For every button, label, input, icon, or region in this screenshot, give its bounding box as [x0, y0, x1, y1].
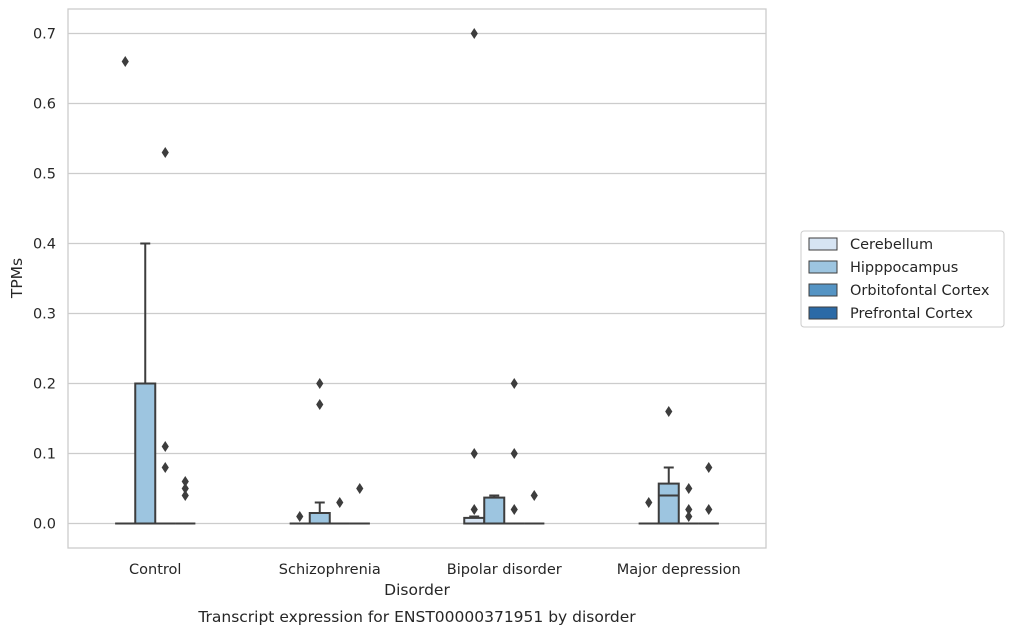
outlier-point — [510, 504, 518, 515]
outlier-point — [685, 511, 693, 522]
outlier-point — [645, 497, 653, 508]
outlier-point — [665, 406, 673, 417]
box-group — [657, 466, 680, 525]
x-tick-label: Major depression — [617, 562, 741, 578]
outlier-point — [510, 448, 518, 459]
legend-swatch — [808, 283, 838, 297]
x-tick-label: Schizophrenia — [279, 562, 381, 578]
outlier-point — [470, 504, 478, 515]
legend-label: Prefrontal Cortex — [850, 306, 973, 322]
outlier-point — [470, 28, 478, 39]
x-axis-label: Disorder — [384, 581, 450, 599]
legend-swatch — [808, 306, 838, 320]
box-body — [483, 496, 506, 525]
box-body — [134, 382, 157, 525]
outlier-point — [705, 462, 713, 473]
y-tick-label: 0.3 — [33, 307, 56, 323]
outlier-point — [181, 483, 189, 494]
outlier-point — [316, 378, 324, 389]
y-tick-label: 0.7 — [33, 27, 56, 43]
box-group — [463, 515, 486, 525]
legend-label: Hipppocampus — [850, 260, 958, 276]
x-tick-labels: Control Schizophrenia Bipolar disorder Majo… — [129, 562, 741, 578]
y-tick-label: 0.2 — [33, 377, 56, 393]
x-tick-label: Bipolar disorder — [447, 562, 562, 578]
outlier-point — [705, 504, 713, 515]
box-body — [308, 512, 331, 525]
legend-swatch — [808, 237, 838, 251]
y-tick-labels: 0.0 0.1 0.2 0.3 0.4 0.5 0.6 0.7 — [33, 27, 56, 533]
outlier-point — [336, 497, 344, 508]
box-body — [657, 482, 680, 525]
x-tick-label: Control — [129, 562, 181, 578]
y-tick-label: 0.0 — [33, 517, 56, 533]
outlier-point — [356, 483, 364, 494]
outlier-point — [161, 462, 169, 473]
outlier-point — [510, 378, 518, 389]
legend-swatch — [808, 260, 838, 274]
outlier-point — [470, 448, 478, 459]
box-group — [134, 242, 157, 525]
outliers — [121, 28, 713, 522]
outlier-point — [530, 490, 538, 501]
box-group — [308, 501, 331, 525]
outlier-point — [181, 476, 189, 487]
box-group — [483, 494, 506, 525]
legend-label: Cerebellum — [850, 237, 933, 253]
outlier-point — [685, 483, 693, 494]
outlier-point — [161, 441, 169, 452]
outlier-point — [296, 511, 304, 522]
legend-box — [800, 230, 1005, 328]
outlier-point — [181, 490, 189, 501]
legend-items: Cerebellum Hipppocampus Orbitofontal Corte… — [808, 237, 990, 322]
y-tick-label: 0.4 — [33, 237, 56, 253]
y-tick-label: 0.1 — [33, 447, 56, 463]
y-tick-label: 0.6 — [33, 97, 56, 113]
y-axis-label: TPMs — [8, 258, 26, 299]
outlier-point — [685, 504, 693, 515]
legend: Cerebellum Hipppocampus Orbitofontal Corte… — [800, 230, 1005, 328]
legend-label: Orbitofontal Cortex — [850, 283, 990, 299]
boxes — [115, 242, 719, 525]
chart-caption: Transcript expression for ENST0000037195… — [197, 608, 636, 626]
y-tick-label: 0.5 — [33, 167, 56, 183]
outlier-point — [161, 147, 169, 158]
outlier-point — [121, 56, 129, 67]
outlier-point — [316, 399, 324, 410]
plot-frame — [67, 8, 767, 549]
